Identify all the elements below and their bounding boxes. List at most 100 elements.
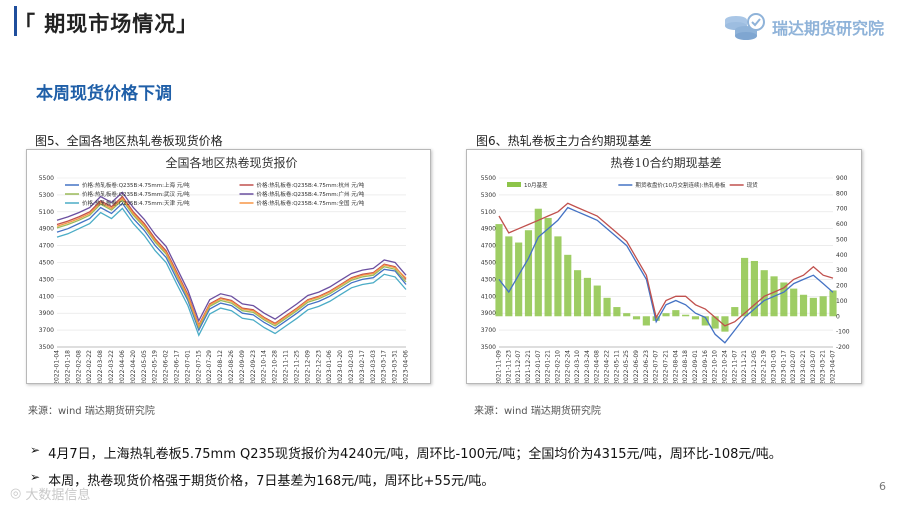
y-tick-label: 3900 [39, 310, 54, 317]
figure5-source: 来源：wind 瑞达期货研究院 [28, 406, 155, 417]
x-tick-label: 2022-01-21 [545, 350, 552, 383]
bar [662, 313, 670, 317]
watermark-text: 大数据信息 [25, 488, 91, 503]
bar [524, 230, 533, 317]
y2-tick-label: 200 [836, 283, 848, 290]
bar [632, 316, 641, 320]
bar [750, 260, 758, 317]
x-tick-label: 2022-07-07 [653, 350, 660, 383]
y2-tick-label: 300 [836, 267, 848, 274]
y-tick-label: 3700 [481, 327, 496, 334]
y-tick-label: 5100 [481, 209, 496, 216]
x-tick-label: 2023-01-03 [771, 350, 778, 383]
x-tick-label: 2022-01-07 [535, 350, 542, 383]
y-tick-label: 3500 [39, 344, 54, 351]
watermark: ◎ 大数据信息 [10, 484, 90, 503]
section-title: 「 期现市场情况」 [14, 12, 199, 36]
figure5-chart: 全国各地区热卷现货报价 5500 5300 5100 4900 4700 4500 4300 4… [39, 155, 410, 385]
legend-label: 价格:热轧板卷:Q235B:4.75mm:天津 元/吨 [82, 199, 190, 207]
y-tick-label: 4500 [481, 260, 496, 267]
x-tick-label: 2022-03-24 [584, 350, 591, 383]
x-tick-label: 2021-11-09 [496, 350, 503, 383]
bullet-item: ➢ 4月7日，上海热轧卷板5.75mm Q235现货报价为4240元/吨，周环比… [30, 443, 870, 462]
y-tick-label: 4500 [39, 260, 54, 267]
y-tick-label: 5300 [39, 192, 54, 199]
figure6-source: 来源：wind 瑞达期货研究院 [474, 406, 601, 417]
x-tick-label: 2022-01-04 [54, 350, 61, 383]
x-tick-label: 2023-03-03 [370, 350, 377, 383]
y2-tick-label: 500 [836, 236, 848, 243]
x-tick-label: 2023-03-17 [381, 350, 388, 383]
series-line [498, 206, 834, 344]
bar [731, 307, 739, 317]
x-tick-label: 2022-03-08 [97, 350, 104, 383]
bar [799, 294, 808, 317]
x-tick-label: 2022-06-09 [633, 350, 640, 383]
coins-logo-icon [724, 13, 765, 40]
x-tick-label: 2022-07-15 [195, 350, 202, 383]
x-tick-label: 2022-04-20 [130, 350, 137, 383]
legend-label: 价格:热轧板卷:Q235B:4.75mm:武汉 元/吨 [82, 190, 190, 198]
legend-label: 现货 [747, 181, 759, 189]
y-tick-label: 4300 [39, 276, 54, 283]
x-tick-label: 2023-04-07 [830, 350, 837, 383]
x-tick-label: 2021-12-21 [525, 350, 532, 383]
legend-label: 10月基差 [524, 181, 548, 189]
x-tick-label: 2022-10-24 [721, 350, 728, 383]
x-tick-label: 2022-05-19 [152, 350, 159, 383]
legend-label: 价格:热轧板卷:Q235B:4.75mm:杭州 元/吨 [257, 181, 365, 189]
y2-tick-label: 600 [836, 221, 848, 228]
x-tick-label: 2022-06-17 [173, 350, 180, 383]
figure6-panel: 热卷10合约期现基差 5500 5300 5100 4900 4700 4500 4300 41… [466, 149, 862, 385]
x-tick-label: 2022-07-21 [663, 350, 670, 383]
arrow-bullet-icon: ➢ [30, 470, 41, 484]
x-tick-label: 2023-02-07 [790, 350, 797, 383]
y2-tick-label: -100 [836, 329, 850, 336]
y-tick-label: 5300 [481, 192, 496, 199]
y-tick-label: 4900 [481, 226, 496, 233]
legend-label: 价格:热轧板卷:Q235B:4.75mm:全国 元/吨 [257, 199, 365, 207]
slide-subtitle: 本周现货价格下调 [36, 84, 172, 104]
bar [809, 297, 817, 317]
bar [691, 316, 700, 320]
bar [623, 313, 631, 317]
legend-label: 价格:热轧板卷:Q235B:4.75mm:上海 元/吨 [82, 181, 190, 189]
section-title-accent [14, 6, 17, 36]
x-tick-label: 2022-06-23 [643, 350, 650, 383]
x-tick-label: 2022-02-10 [554, 350, 561, 383]
y-tick-label: 4100 [39, 293, 54, 300]
watermark-icon: ◎ [10, 486, 22, 501]
x-tick-label: 2022-05-11 [613, 350, 620, 383]
y-tick-label: 4700 [481, 243, 496, 250]
x-tick-label: 2022-12-19 [761, 350, 768, 383]
x-tick-label: 2022-12-09 [304, 350, 311, 383]
x-tick-label: 2023-02-21 [800, 350, 807, 383]
bar [721, 316, 729, 332]
x-tick-label: 2022-08-18 [682, 350, 689, 383]
y2-tick-label: 900 [836, 175, 848, 182]
y-tick-label: 5100 [39, 209, 54, 216]
bullet-text: 4月7日，上海热轧卷板5.75mm Q235现货报价为4240元/吨，周环比-1… [48, 447, 782, 462]
x-tick-label: 2022-03-22 [108, 350, 115, 383]
page-number: 6 [879, 480, 886, 493]
figure6-caption: 图6、热轧卷板主力合约期现基差 [476, 134, 652, 148]
bar [534, 208, 542, 317]
bar [554, 236, 562, 317]
bar [505, 236, 513, 317]
bar [495, 224, 503, 317]
bar [760, 270, 768, 317]
y2-tick-label: 800 [836, 190, 848, 197]
x-tick-label: 2022-09-09 [239, 350, 246, 383]
bar [701, 316, 709, 326]
x-tick-label: 2023-01-20 [337, 350, 344, 383]
y-tick-label: 3700 [39, 327, 54, 334]
x-tick-label: 2022-11-11 [283, 350, 290, 383]
chart-title: 全国各地区热卷现货报价 [165, 155, 297, 170]
bullet-list: ➢ 4月7日，上海热轧卷板5.75mm Q235现货报价为4240元/吨，周环比… [30, 443, 870, 497]
x-tick-label: 2022-02-24 [564, 350, 571, 383]
series-line [56, 197, 407, 328]
x-tick-label: 2022-04-06 [119, 350, 126, 383]
x-tick-label: 2022-11-21 [741, 350, 748, 383]
x-tick-label: 2022-11-25 [293, 350, 300, 383]
x-tick-label: 2022-12-05 [751, 350, 758, 383]
